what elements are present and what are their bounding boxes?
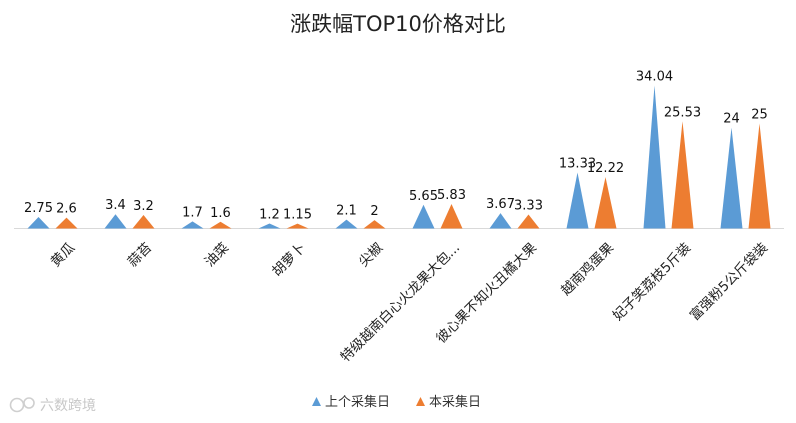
- category-label-9: 富强粉5公斤袋装: [686, 239, 771, 324]
- triangle-curr-3[interactable]: [286, 223, 309, 229]
- triangle-prev-8[interactable]: [643, 85, 666, 229]
- triangle-prev-3[interactable]: [258, 223, 281, 229]
- watermark-logo-icon: [9, 397, 35, 413]
- data-label-curr-8: 25.53: [664, 105, 701, 120]
- triangle-prev-1[interactable]: [104, 214, 127, 229]
- data-label-curr-3: 1.15: [283, 208, 312, 223]
- data-label-curr-2: 1.6: [210, 206, 231, 221]
- legend-triangle-icon: [312, 397, 321, 406]
- data-label-curr-6: 3.33: [514, 199, 543, 214]
- legend-item-curr[interactable]: 本采集日: [416, 394, 481, 410]
- data-label-curr-0: 2.6: [56, 202, 77, 217]
- data-label-prev-3: 1.2: [259, 207, 280, 222]
- category-label-8: 妃子笑荔枝5斤装: [610, 240, 694, 324]
- category-label-0: 黄瓜: [48, 239, 79, 270]
- category-label-2: 油菜: [202, 240, 232, 270]
- data-label-curr-4: 2: [370, 204, 378, 219]
- triangle-curr-9[interactable]: [748, 123, 771, 229]
- data-label-prev-5: 5.65: [409, 189, 438, 204]
- triangle-curr-6[interactable]: [517, 214, 540, 229]
- triangle-curr-8[interactable]: [671, 121, 694, 229]
- triangle-curr-0[interactable]: [55, 217, 78, 229]
- triangle-curr-7[interactable]: [594, 177, 617, 229]
- triangle-prev-0[interactable]: [27, 216, 50, 229]
- triangle-prev-2[interactable]: [181, 221, 204, 229]
- data-label-curr-7: 12.22: [587, 161, 624, 176]
- triangle-prev-6[interactable]: [489, 213, 512, 229]
- data-label-curr-1: 3.2: [133, 199, 154, 214]
- triangle-prev-4[interactable]: [335, 219, 358, 229]
- legend[interactable]: 上个采集日 本采集日: [312, 394, 481, 410]
- data-label-prev-0: 2.75: [24, 201, 53, 216]
- triangle-curr-1[interactable]: [132, 215, 155, 229]
- data-label-curr-9: 25: [751, 107, 768, 122]
- data-label-prev-4: 2.1: [336, 204, 357, 219]
- category-label-1: 蒜苔: [124, 239, 155, 270]
- legend-item-prev[interactable]: 上个采集日: [312, 394, 390, 410]
- triangle-prev-7[interactable]: [566, 172, 589, 229]
- chart-title: 涨跌幅TOP10价格对比: [290, 12, 506, 36]
- category-label-4: 尖椒: [356, 239, 387, 270]
- data-label-prev-9: 24: [723, 112, 740, 127]
- data-label-prev-7: 13.33: [559, 157, 596, 172]
- triangle-curr-4[interactable]: [363, 220, 386, 229]
- triangle-prev-5[interactable]: [412, 204, 435, 229]
- triangle-curr-2[interactable]: [209, 221, 232, 229]
- legend-triangle-icon: [416, 397, 425, 406]
- data-label-prev-1: 3.4: [105, 198, 126, 213]
- data-label-prev-6: 3.67: [486, 197, 515, 212]
- chart-marks: 2.75 2.6 黄瓜 3.4 3.2 蒜苔 1.7 1.6 油菜 1.2 1.15 胡萝卜 2.1 2 尖…: [14, 70, 784, 365]
- data-label-curr-5: 5.83: [437, 188, 466, 203]
- watermark: 六数跨境: [9, 397, 96, 414]
- category-label-3: 胡萝卜: [269, 240, 309, 280]
- legend-label: 上个采集日: [325, 394, 390, 410]
- category-label-7: 越南鸡蛋果: [557, 239, 617, 299]
- triangle-prev-9[interactable]: [720, 127, 743, 229]
- legend-label: 本采集日: [429, 394, 481, 410]
- triangle-curr-5[interactable]: [440, 204, 463, 229]
- data-label-prev-2: 1.7: [182, 205, 203, 220]
- watermark-text: 六数跨境: [40, 398, 96, 414]
- data-label-prev-8: 34.04: [636, 70, 673, 85]
